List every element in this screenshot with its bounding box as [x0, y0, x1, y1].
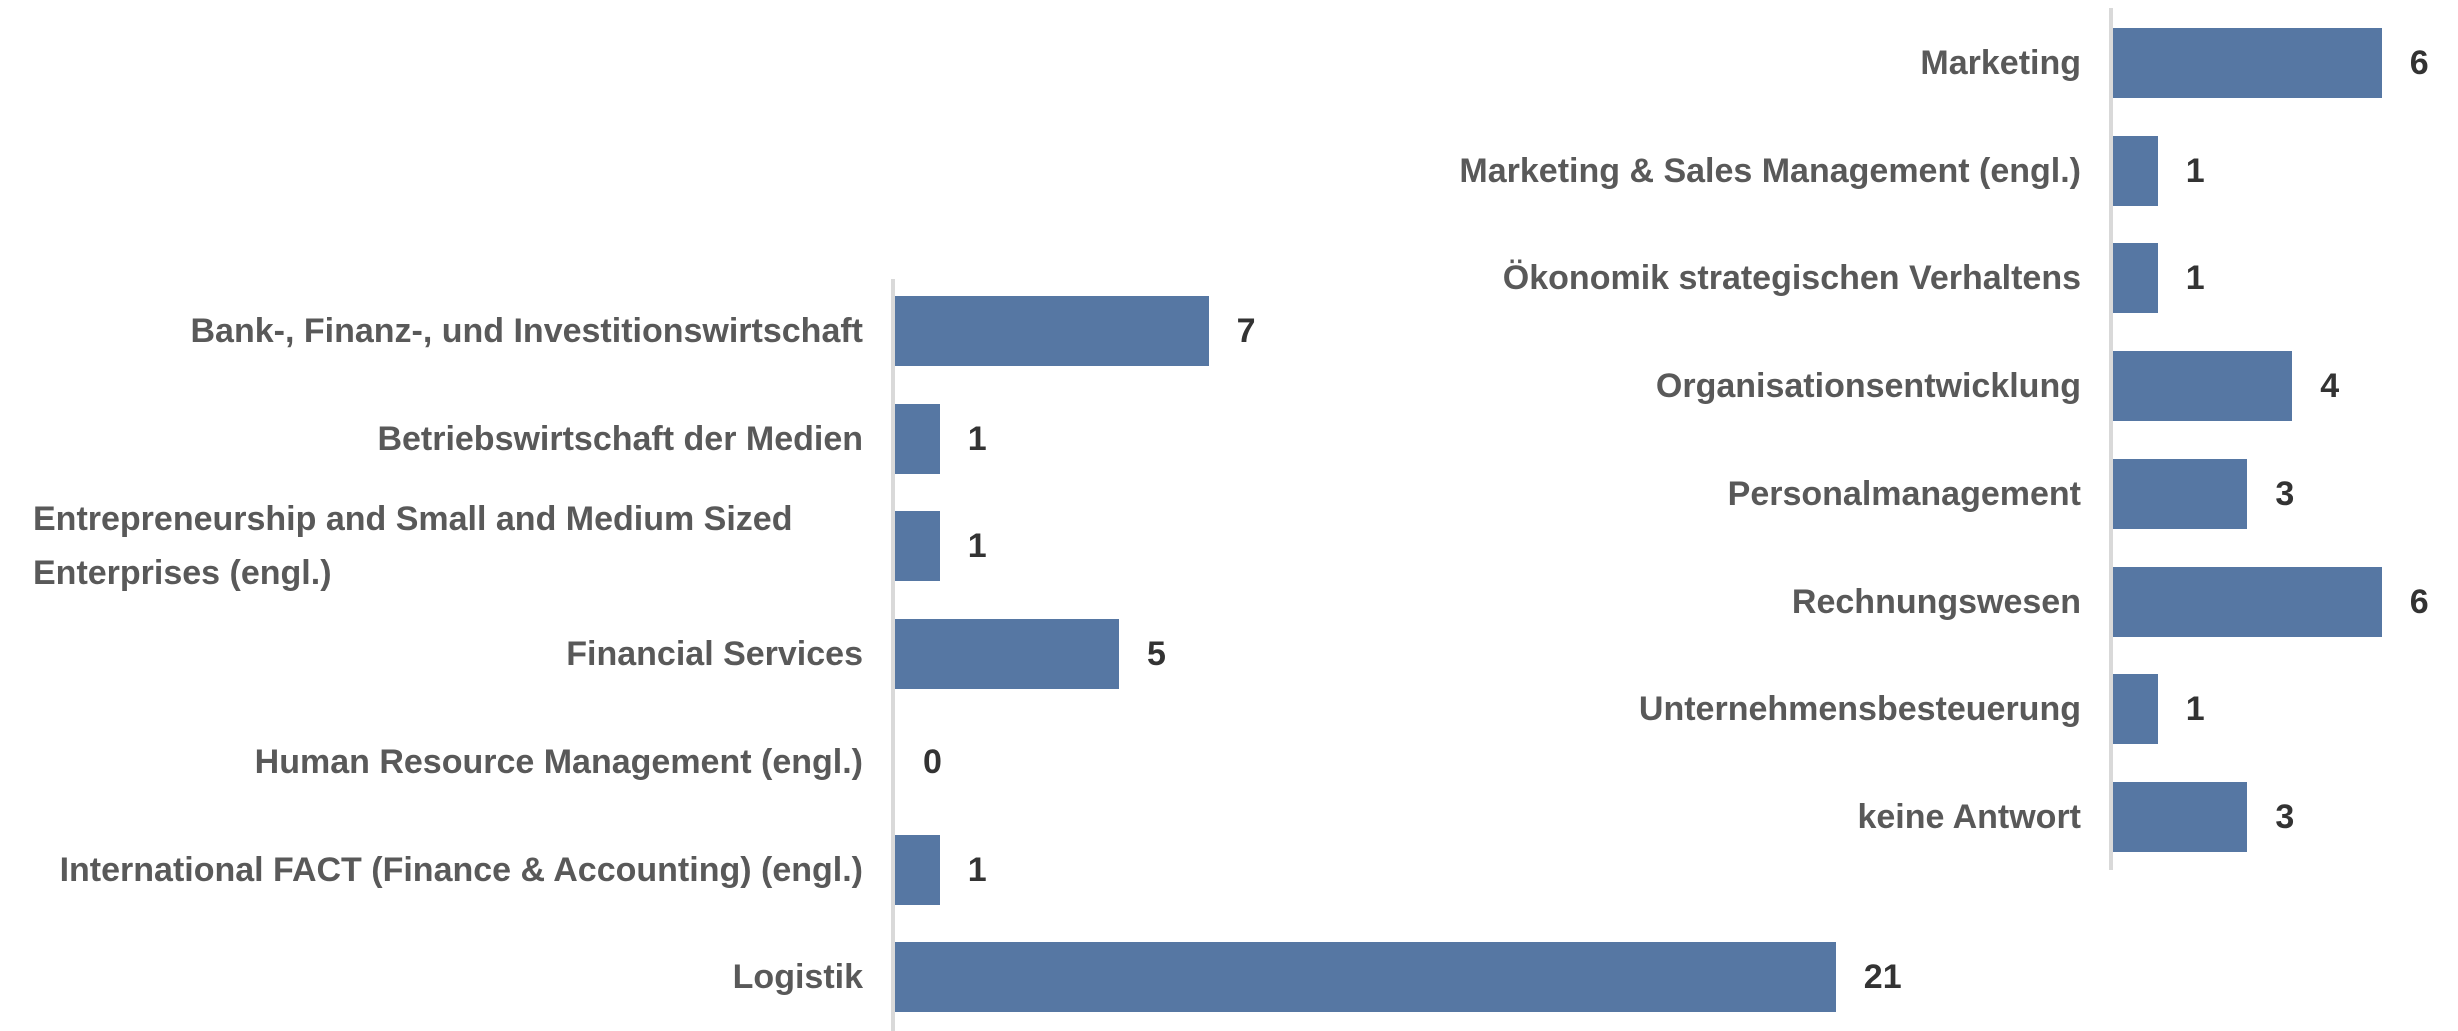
axis-line: [891, 279, 895, 1031]
category-label: Unternehmensbesteuerung: [1638, 690, 2081, 729]
value-label: 1: [2185, 690, 2205, 729]
bar: [895, 403, 940, 474]
value-label: 3: [2275, 474, 2295, 513]
axis-line: [2109, 8, 2113, 870]
bar: [895, 834, 940, 905]
category-label: International FACT (Finance & Accounting…: [59, 850, 863, 889]
value-label: 6: [2409, 44, 2429, 82]
category-label: Betriebswirtschaft der Medien: [377, 419, 863, 458]
bar: [895, 296, 1209, 366]
category-label: Marketing & Sales Management (engl.): [1459, 151, 2081, 190]
category-label: Rechnungswesen: [1791, 582, 2081, 621]
value-label: 1: [967, 527, 987, 566]
bar: [2113, 458, 2248, 529]
category-label: Personalmanagement: [1727, 474, 2081, 513]
value-label: 1: [967, 419, 987, 458]
category-label: Bank-, Finanz-, und Investitionswirtscha…: [190, 312, 864, 350]
value-label: 21: [1863, 958, 1902, 997]
category-label: keine Antwort: [1857, 797, 2081, 836]
value-label: 1: [2185, 151, 2205, 190]
category-label: Entrepreneurship and Small and Medium Si…: [33, 500, 793, 593]
bar: [2113, 28, 2382, 98]
bar: [2113, 135, 2158, 206]
bar: [2113, 243, 2158, 314]
category-label: Logistik: [732, 958, 863, 997]
category-label: Organisationsentwicklung: [1655, 367, 2081, 406]
bar: [2113, 566, 2382, 637]
value-label: 1: [967, 850, 987, 889]
value-label: 3: [2275, 797, 2295, 836]
value-label: 5: [1147, 635, 1166, 674]
value-label: 4: [2320, 367, 2340, 406]
bar: [2113, 781, 2248, 852]
category-label: Human Resource Management (engl.): [254, 742, 863, 781]
value-label: 0: [923, 742, 942, 781]
category-label: Marketing: [1920, 44, 2081, 82]
bar: [2113, 351, 2293, 422]
value-label: 6: [2409, 582, 2429, 621]
value-label: 1: [2185, 259, 2205, 298]
bar: [2113, 674, 2158, 745]
bar: [895, 942, 1836, 1013]
value-label: 7: [1236, 312, 1256, 350]
category-label: Financial Services: [566, 635, 863, 674]
category-label: Ökonomik strategischen Verhaltens: [1502, 259, 2081, 298]
bar: [895, 619, 1119, 690]
bar: [895, 511, 940, 582]
